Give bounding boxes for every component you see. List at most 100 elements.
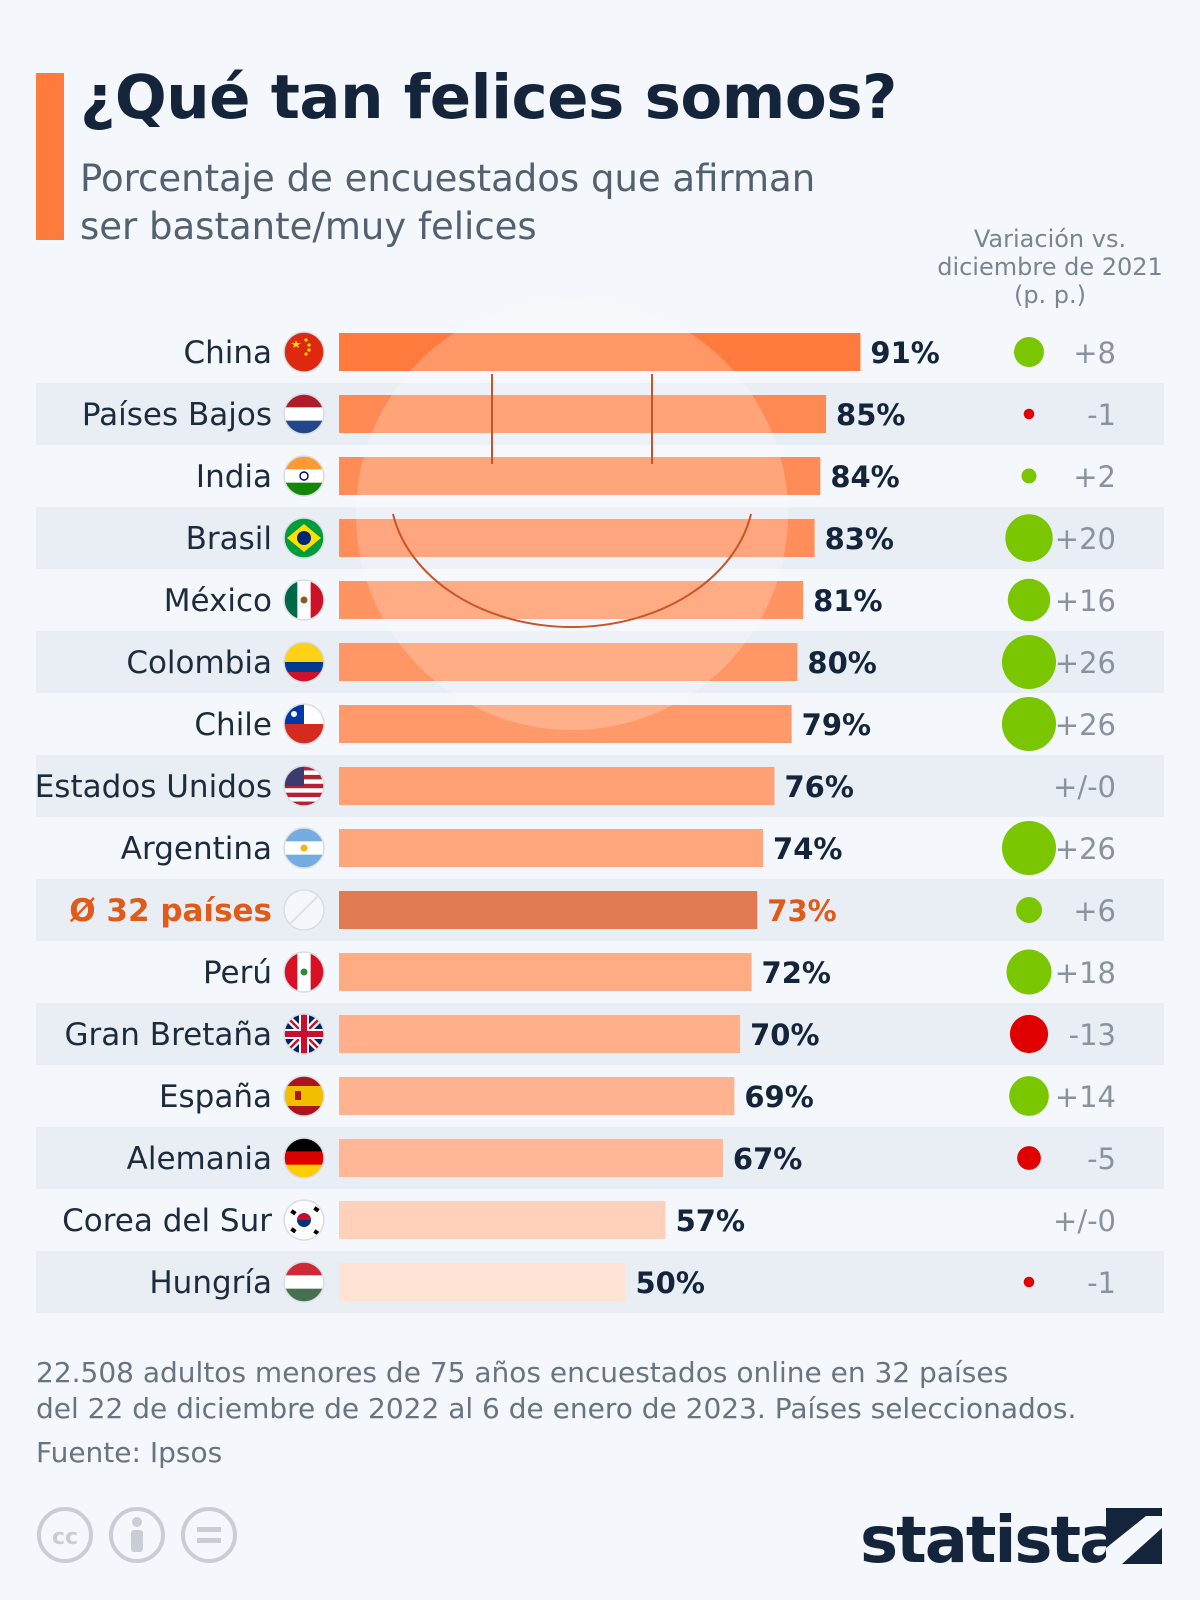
no-derivatives-icon[interactable] xyxy=(181,1507,237,1563)
bar xyxy=(339,953,752,991)
category-label: Argentina xyxy=(121,831,272,867)
usa-flag-icon xyxy=(283,765,325,807)
change-dot-positive xyxy=(1001,820,1057,876)
change-label: +20 xyxy=(1055,522,1116,556)
change-label: +26 xyxy=(1055,646,1116,680)
change-label: -5 xyxy=(1087,1142,1116,1176)
bar xyxy=(339,1263,626,1301)
change-label: +8 xyxy=(1073,336,1116,370)
uk-flag-icon xyxy=(283,1013,325,1055)
netherlands-flag-icon xyxy=(283,393,325,435)
spain-flag-icon xyxy=(283,1075,325,1117)
change-dot-positive xyxy=(1001,634,1057,690)
chart-row: Corea del Sur 57% +/-0 xyxy=(62,1199,1116,1241)
title-accent-bar xyxy=(36,73,64,240)
value-label: 91% xyxy=(870,336,939,370)
bar xyxy=(339,829,764,867)
change-dot-positive xyxy=(1009,1076,1049,1116)
variation-header-line-1: Variación vs. xyxy=(973,225,1127,253)
peru-flag-icon xyxy=(283,951,325,993)
chart-row: China 91% +8 xyxy=(183,331,1116,373)
chart-row: Países Bajos 85% -1 xyxy=(82,393,1116,435)
bar xyxy=(339,581,804,619)
change-label: +14 xyxy=(1055,1080,1116,1114)
india-flag-icon xyxy=(283,455,325,497)
change-label: +26 xyxy=(1055,708,1116,742)
change-label: +2 xyxy=(1073,460,1116,494)
chart-row: India 84% +2 xyxy=(196,455,1116,497)
change-dot-negative xyxy=(1023,1276,1035,1288)
category-label: España xyxy=(159,1079,272,1115)
chart-row: Ø 32 países 73% +6 xyxy=(69,889,1116,931)
chart-row: Chile 79% +26 xyxy=(194,696,1116,752)
change-label: -13 xyxy=(1069,1018,1116,1052)
value-label: 79% xyxy=(802,708,871,742)
change-label: -1 xyxy=(1087,1266,1116,1300)
value-label: 83% xyxy=(825,522,894,556)
value-label: 74% xyxy=(773,832,842,866)
footnote-line-2: del 22 de diciembre de 2022 al 6 de ener… xyxy=(36,1392,1077,1425)
chart-row: México 81% +16 xyxy=(164,578,1116,622)
category-label: Corea del Sur xyxy=(62,1203,272,1239)
variation-header-line-3: (p. p.) xyxy=(1013,281,1087,309)
value-label: 76% xyxy=(784,770,853,804)
value-label: 69% xyxy=(744,1080,813,1114)
bar xyxy=(339,1077,735,1115)
china-flag-icon xyxy=(283,331,325,373)
hungary-flag-icon xyxy=(283,1261,325,1303)
change-dot-positive xyxy=(1007,578,1051,622)
change-dot-positive xyxy=(1001,696,1057,752)
change-label: +18 xyxy=(1055,956,1116,990)
average-icon xyxy=(283,889,325,931)
statista-logo[interactable]: statista xyxy=(860,1500,1170,1584)
bar xyxy=(339,705,792,743)
category-label: Ø 32 países xyxy=(69,893,272,929)
change-dot-negative xyxy=(1009,1014,1049,1054)
chart-row: Argentina 74% +26 xyxy=(121,820,1116,876)
attribution-icon[interactable] xyxy=(109,1507,165,1563)
statista-mark-icon xyxy=(1106,1508,1162,1564)
source-note: Fuente: Ipsos xyxy=(36,1436,223,1469)
change-dot-positive xyxy=(1021,468,1037,484)
footnote-line-1: 22.508 adultos menores de 75 años encues… xyxy=(36,1356,1009,1389)
chart-row: Alemania 67% -5 xyxy=(127,1137,1116,1179)
chart-subtitle: Porcentaje de encuestados que afirman se… xyxy=(80,157,816,248)
category-label: Hungría xyxy=(149,1265,272,1301)
change-dot-positive xyxy=(1016,897,1042,923)
value-label: 67% xyxy=(733,1142,802,1176)
variation-header-line-2: diciembre de 2021 xyxy=(937,253,1163,281)
germany-flag-icon xyxy=(283,1137,325,1179)
change-label: +/-0 xyxy=(1053,770,1116,804)
chart-row: Estados Unidos 76% +/-0 xyxy=(35,765,1116,807)
chart-row: Hungría 50% -1 xyxy=(149,1261,1116,1303)
value-label: 84% xyxy=(830,460,899,494)
bar xyxy=(339,457,821,495)
change-dot-negative xyxy=(1023,408,1035,420)
value-label: 81% xyxy=(813,584,882,618)
category-label: Perú xyxy=(203,955,272,991)
bar xyxy=(339,1201,666,1239)
bar xyxy=(339,333,861,371)
svg-text:cc: cc xyxy=(52,1525,78,1550)
cc-icon[interactable]: cc xyxy=(37,1507,93,1563)
change-label: -1 xyxy=(1087,398,1116,432)
statista-wordmark: statista xyxy=(860,1504,1120,1578)
change-label: +/-0 xyxy=(1053,1204,1116,1238)
category-label: Países Bajos xyxy=(82,397,272,433)
chart-row: Colombia 80% +26 xyxy=(126,634,1116,690)
chart-title: ¿Qué tan felices somos? xyxy=(80,62,897,133)
change-label: +26 xyxy=(1055,832,1116,866)
change-label: +6 xyxy=(1073,894,1116,928)
category-label: Chile xyxy=(194,707,272,743)
category-label: Estados Unidos xyxy=(35,769,272,805)
value-label: 80% xyxy=(807,646,876,680)
value-label: 73% xyxy=(767,894,836,928)
license-icons: cc xyxy=(36,1505,246,1571)
brazil-flag-icon xyxy=(283,517,325,559)
change-dot-positive xyxy=(1006,949,1052,995)
category-label: Brasil xyxy=(186,521,272,557)
bar xyxy=(339,891,758,929)
value-label: 50% xyxy=(636,1266,705,1300)
category-label: Alemania xyxy=(127,1141,272,1177)
